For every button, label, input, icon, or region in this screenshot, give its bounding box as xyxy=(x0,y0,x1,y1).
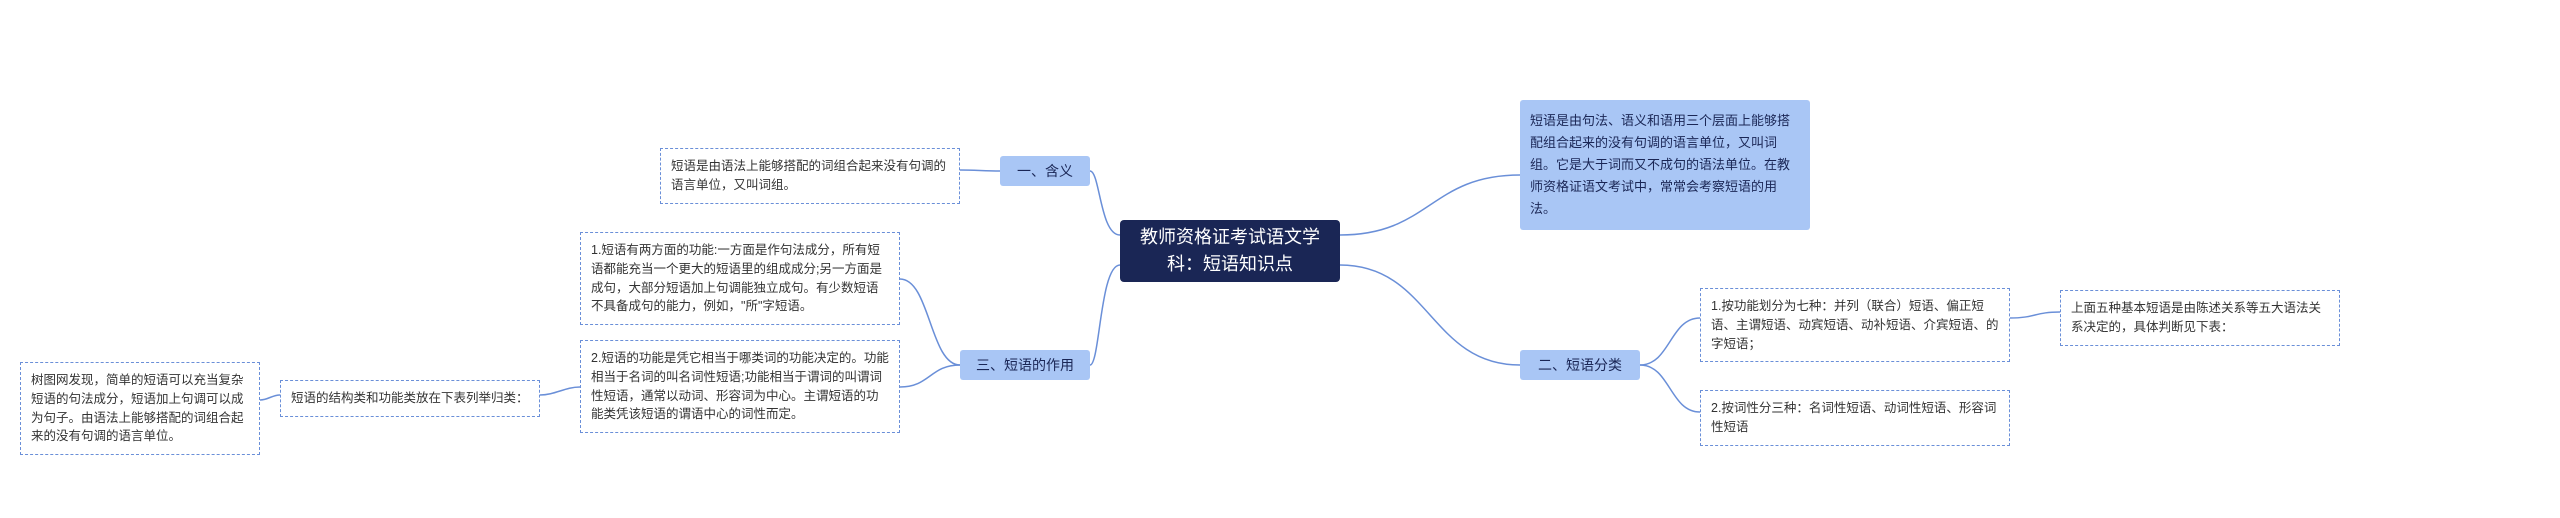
detail-func2: 2.短语的功能是凭它相当于哪类词的功能决定的。功能相当于名词的叫名词性短语;功能… xyxy=(580,340,900,433)
detail-class2: 2.按词性分三种：名词性短语、动词性短语、形容词性短语 xyxy=(1700,390,2010,446)
detail-struct-types: 短语的结构类和功能类放在下表列举归类： xyxy=(280,380,540,417)
detail-tree-find: 树图网发现，简单的短语可以充当复杂短语的句法成分，短语加上句调可以成为句子。由语… xyxy=(20,362,260,455)
tree-find-text: 树图网发现，简单的短语可以充当复杂短语的句法成分，短语加上句调可以成为句子。由语… xyxy=(31,373,244,443)
detail-class1: 1.按功能划分为七种：并列（联合）短语、偏正短语、主谓短语、动宾短语、动补短语、… xyxy=(1700,288,2010,362)
root-node[interactable]: 教师资格证考试语文学科：短语知识点 xyxy=(1120,220,1340,282)
func2-text: 2.短语的功能是凭它相当于哪类词的功能决定的。功能相当于名词的叫名词性短语;功能… xyxy=(591,351,889,421)
detail-big-def: 短语是由句法、语义和语用三个层面上能够搭配组合起来的没有句调的语言单位，又叫词组… xyxy=(1520,100,1810,230)
detail-meaning-def: 短语是由语法上能够搭配的词组合起来没有句调的语言单位，又叫词组。 xyxy=(660,148,960,204)
class1-text: 1.按功能划分为七种：并列（联合）短语、偏正短语、主谓短语、动宾短语、动补短语、… xyxy=(1711,299,1999,351)
mindmap-canvas: 教师资格证考试语文学科：短语知识点 一、含义 三、短语的作用 二、短语分类 短语… xyxy=(0,0,2560,518)
root-label: 教师资格证考试语文学科：短语知识点 xyxy=(1138,224,1322,278)
five-basic-text: 上面五种基本短语是由陈述关系等五大语法关系决定的，具体判断见下表： xyxy=(2071,301,2321,334)
detail-func1: 1.短语有两方面的功能:一方面是作句法成分，所有短语都能充当一个更大的短语里的组… xyxy=(580,232,900,325)
branch-classify[interactable]: 二、短语分类 xyxy=(1520,350,1640,380)
big-def-text: 短语是由句法、语义和语用三个层面上能够搭配组合起来的没有句调的语言单位，又叫词组… xyxy=(1530,110,1800,220)
branch-classify-label: 二、短语分类 xyxy=(1538,355,1622,376)
struct-types-text: 短语的结构类和功能类放在下表列举归类： xyxy=(291,391,529,405)
func1-text: 1.短语有两方面的功能:一方面是作句法成分，所有短语都能充当一个更大的短语里的组… xyxy=(591,243,882,313)
class2-text: 2.按词性分三种：名词性短语、动词性短语、形容词性短语 xyxy=(1711,401,1996,434)
branch-meaning-label: 一、含义 xyxy=(1017,161,1073,182)
meaning-def-text: 短语是由语法上能够搭配的词组合起来没有句调的语言单位，又叫词组。 xyxy=(671,159,946,192)
branch-function-label: 三、短语的作用 xyxy=(976,355,1074,376)
branch-meaning[interactable]: 一、含义 xyxy=(1000,156,1090,186)
detail-five-basic: 上面五种基本短语是由陈述关系等五大语法关系决定的，具体判断见下表： xyxy=(2060,290,2340,346)
branch-function[interactable]: 三、短语的作用 xyxy=(960,350,1090,380)
